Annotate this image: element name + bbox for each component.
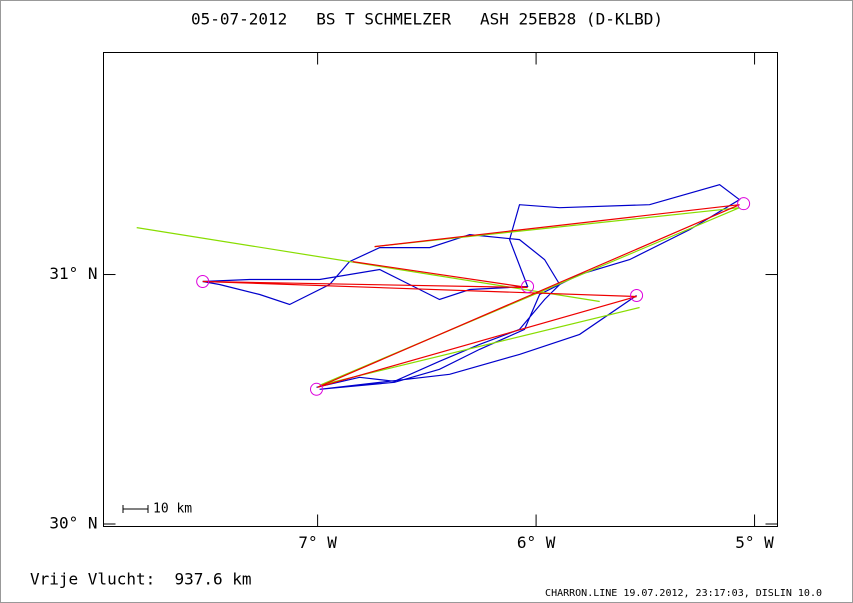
scale-label: 10 km xyxy=(153,502,192,517)
turnpoint xyxy=(630,288,644,302)
turnpoint xyxy=(310,382,324,396)
turnpoint xyxy=(737,197,751,211)
distance-note: Vrije Vlucht: 937.6 km xyxy=(30,570,252,589)
footer-note: CHARRON.LINE 19.07.2012, 23:17:03, DISLI… xyxy=(545,588,822,599)
y-tick-label: 30° N xyxy=(49,514,97,533)
scale-bar xyxy=(122,505,149,513)
track-line xyxy=(202,204,740,388)
turnpoint xyxy=(196,275,210,289)
x-tick-label: 5° W xyxy=(735,533,774,552)
x-tick-label: 6° W xyxy=(517,533,556,552)
turnpoint xyxy=(521,280,535,294)
y-tick-label: 31° N xyxy=(49,264,97,283)
chart-title: 05-07-2012 BS T SCHMELZER ASH 25EB28 (D-… xyxy=(191,10,663,29)
plot-frame xyxy=(103,52,778,527)
x-tick-label: 7° W xyxy=(298,533,337,552)
